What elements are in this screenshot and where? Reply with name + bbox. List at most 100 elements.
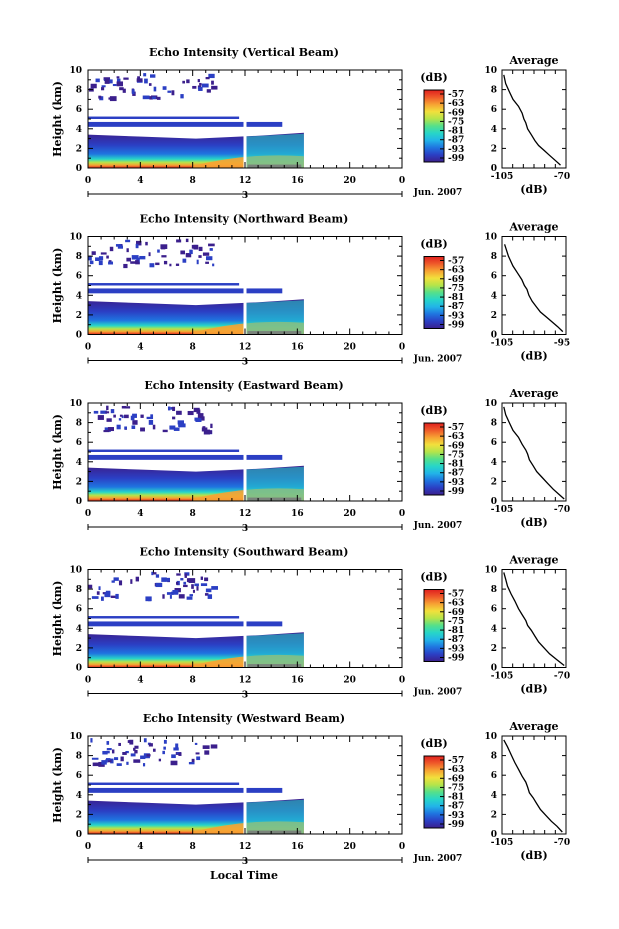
echo-speck <box>115 244 122 247</box>
echo-speck <box>155 582 163 588</box>
echo-speck <box>172 416 176 420</box>
avg-y-tick-label: 6 <box>491 438 497 448</box>
echo-speck <box>187 410 194 416</box>
avg-x-tick-label: -70 <box>554 505 570 515</box>
echo-speck <box>127 740 131 743</box>
x-tick-label: 16 <box>291 176 304 186</box>
echo-speck <box>106 741 110 745</box>
echo-speck <box>106 405 109 411</box>
avg-x-tick-label: -105 <box>491 505 514 515</box>
echo-speck <box>170 760 178 766</box>
colorbar-tick-label: -93 <box>448 644 464 654</box>
echo-speck <box>130 415 135 421</box>
colorbar-tick-label: -69 <box>448 275 464 285</box>
echo-speck <box>175 743 179 749</box>
y-tick-label: 8 <box>76 419 82 429</box>
panel-3: Echo Intensity (Eastward Beam) 0 2 4 6 8 10 Hei… <box>51 379 570 534</box>
colorbar-unit: (dB) <box>420 238 447 251</box>
colorbar-tick-label: -87 <box>448 635 464 645</box>
echo-speck <box>113 577 119 581</box>
y-tick-label: 2 <box>76 644 82 654</box>
echo-speck <box>116 81 124 87</box>
avg-y-tick-label: 8 <box>491 86 497 96</box>
echo-speck <box>125 239 131 243</box>
echo-speck <box>157 249 160 253</box>
data-gap <box>243 569 247 668</box>
avg-x-tick-label: -95 <box>554 339 570 349</box>
avg-y-tick-label: 10 <box>484 66 497 76</box>
echo-speck <box>126 257 132 262</box>
avg-y-tick-label: 10 <box>484 399 497 409</box>
date-day: 3 <box>242 691 248 701</box>
echo-speck <box>156 96 161 100</box>
echo-speck <box>155 574 160 578</box>
echo-speck <box>143 738 147 743</box>
echo-speck <box>188 761 195 765</box>
colorbar-unit: (dB) <box>420 71 447 84</box>
echo-speck <box>193 407 200 413</box>
avg-x-tick-label: -105 <box>491 339 514 349</box>
echo-speck <box>202 252 210 256</box>
avg-x-label: (dB) <box>520 183 547 196</box>
echo-speck <box>201 427 208 432</box>
echo-speck <box>113 414 116 418</box>
echo-speck <box>191 758 195 764</box>
echo-speck <box>126 761 129 765</box>
echo-speck <box>173 427 180 431</box>
echo-speck <box>212 263 215 267</box>
x-tick-label: 12 <box>239 509 252 519</box>
echo-speck <box>91 757 99 760</box>
echo-speck <box>142 95 150 100</box>
echo-speck <box>191 244 198 249</box>
colorbar-tick-label: -75 <box>448 450 464 460</box>
x-tick-label: 8 <box>190 676 196 686</box>
echo-speck <box>194 583 199 587</box>
colorbar-tick-label: -81 <box>448 127 464 137</box>
avg-frame <box>501 236 567 335</box>
echo-speck <box>210 423 213 429</box>
y-tick-label: 2 <box>76 311 82 321</box>
avg-x-label: (dB) <box>520 350 547 363</box>
date-day: 3 <box>242 191 248 201</box>
echo-speck <box>161 255 167 258</box>
x-tick-label: 16 <box>291 509 304 519</box>
echo-speck <box>136 257 140 263</box>
colorbar-tick-label: -93 <box>448 311 464 321</box>
avg-title: Average <box>508 554 558 567</box>
avg-y-tick-label: 6 <box>491 272 497 282</box>
echo-speck <box>207 594 213 599</box>
x-tick-label: 8 <box>190 343 196 353</box>
echo-speck <box>116 424 121 430</box>
echo-speck <box>211 80 214 85</box>
avg-y-tick-label: 8 <box>491 252 497 262</box>
colorbar-tick-label: -81 <box>448 293 464 303</box>
avg-x-tick-label: -70 <box>554 172 570 182</box>
echo-speck <box>93 410 99 414</box>
colorbar-tick-label: -63 <box>448 599 464 609</box>
x-tick-label: 4 <box>137 509 143 519</box>
echo-speck <box>183 584 188 588</box>
echo-speck <box>105 758 111 761</box>
echo-speck <box>140 414 144 418</box>
y-tick-label: 8 <box>76 86 82 96</box>
echo-speck <box>153 86 157 92</box>
colorbar-tick-label: -69 <box>448 108 464 118</box>
echo-speck <box>105 590 111 594</box>
echo-speck <box>150 74 156 78</box>
echo-speck <box>186 79 190 84</box>
echo-speck <box>98 95 102 99</box>
echo-speck <box>155 262 160 266</box>
avg-y-tick-label: 8 <box>491 585 497 595</box>
echo-speck <box>122 752 127 755</box>
data-gap <box>243 736 247 834</box>
echo-speck <box>196 756 201 761</box>
echo-speck <box>164 577 170 582</box>
echo-layer <box>88 782 240 785</box>
y-axis-label: Height (km) <box>51 414 64 490</box>
x-tick-label: 20 <box>343 842 356 852</box>
echo-speck <box>204 750 210 755</box>
echo-speck <box>108 261 114 265</box>
echo-speck <box>114 757 119 761</box>
y-tick-label: 6 <box>76 771 82 781</box>
